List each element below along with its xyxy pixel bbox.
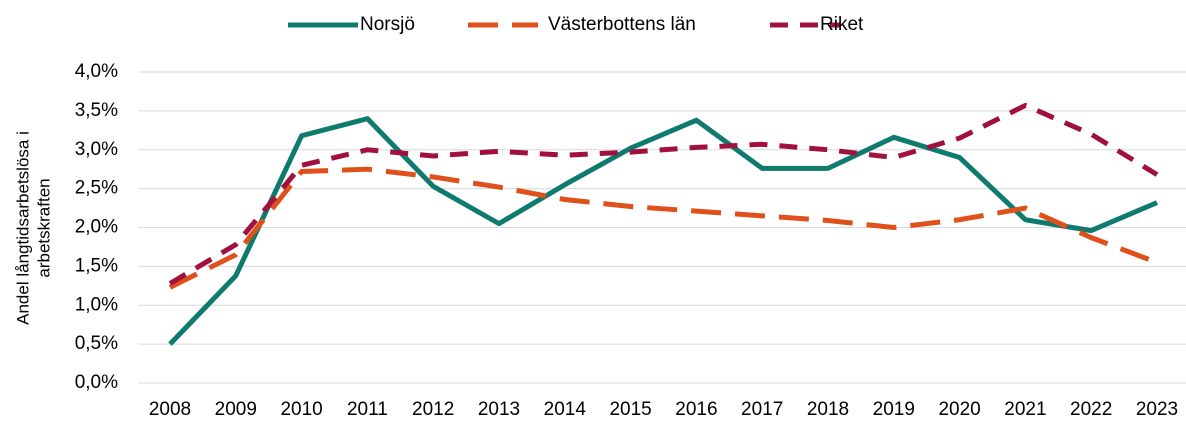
x-tick-label: 2018 (807, 399, 849, 420)
x-tick-label: 2019 (873, 399, 915, 420)
x-tick-label: 2022 (1070, 399, 1112, 420)
x-tick-label: 2023 (1136, 399, 1178, 420)
x-tick-label: 2010 (280, 399, 322, 420)
x-tick-label: 2014 (544, 399, 587, 420)
x-tick-label: 2013 (478, 399, 520, 420)
line-series (168, 166, 1158, 290)
line-series (168, 102, 1159, 286)
y-axis-label: arbetskraften (34, 178, 53, 277)
x-tick-label: 2008 (149, 399, 191, 420)
x-tick-label: 2017 (741, 399, 783, 420)
y-axis-label: Andel långtidsarbetslösa i (13, 131, 32, 325)
x-tick-label: 2009 (215, 399, 257, 420)
y-tick-label: 1,5% (75, 255, 118, 276)
x-tick-label: 2012 (412, 399, 454, 420)
x-tick-label: 2015 (609, 399, 651, 420)
legend-label: Norsjö (360, 14, 415, 35)
y-tick-label: 0,0% (75, 372, 118, 393)
y-tick-label: 2,0% (75, 217, 118, 238)
y-tick-label: 1,0% (75, 294, 118, 315)
y-tick-label: 3,0% (75, 139, 118, 160)
legend-label: Riket (820, 14, 864, 35)
legend-label: Västerbottens län (548, 14, 696, 35)
x-tick-label: 2021 (1004, 399, 1046, 420)
x-tick-label: 2020 (938, 399, 980, 420)
x-tick-label: 2016 (675, 399, 717, 420)
y-tick-label: 0,5% (75, 333, 118, 354)
y-tick-label: 2,5% (75, 178, 118, 199)
y-tick-label: 4,0% (75, 61, 118, 82)
x-tick-label: 2011 (347, 399, 388, 420)
line-series (168, 116, 1158, 346)
y-tick-label: 3,5% (75, 100, 118, 121)
